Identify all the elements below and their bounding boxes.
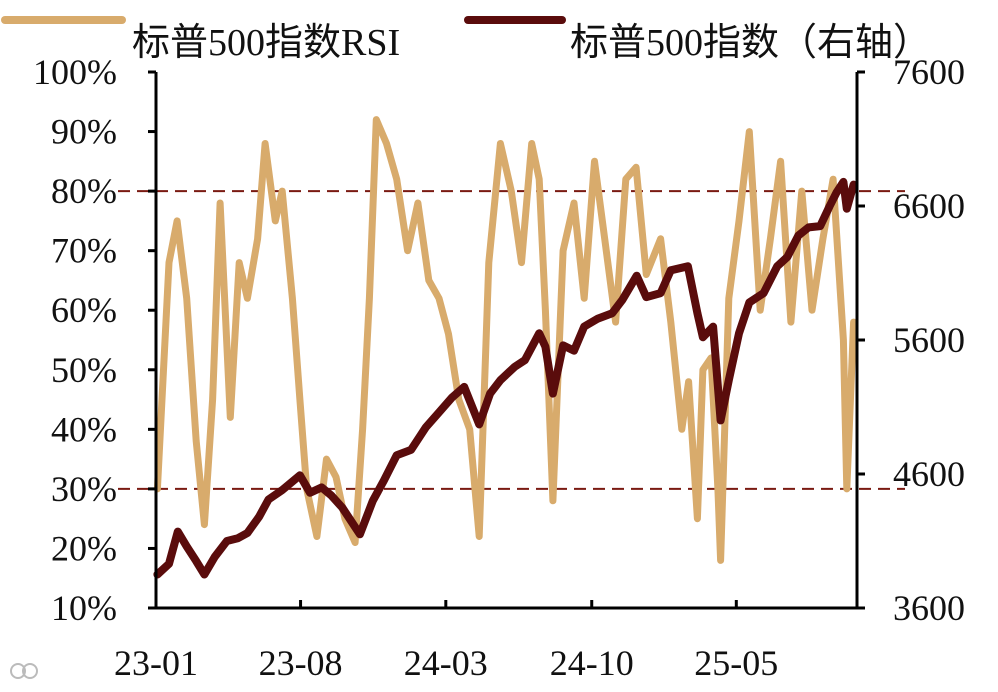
legend-label-rsi: 标普500指数RSI — [132, 22, 400, 64]
right-tick-label-7600: 7600 — [893, 52, 965, 92]
x-tick-label-24-03: 24-03 — [404, 643, 488, 683]
watermark-logo — [10, 663, 38, 679]
left-tick-label-20: 20% — [51, 528, 117, 568]
left-tick-label-50: 50% — [51, 350, 117, 390]
left-tick-label-30: 30% — [51, 469, 117, 509]
right-tick-label-6600: 6600 — [893, 186, 965, 226]
legend: 标普500指数RSI 标普500指数（右轴） — [1, 16, 931, 64]
left-tick-label-40: 40% — [51, 409, 117, 449]
rsi-series-line — [153, 116, 858, 564]
x-tick-label-24-10: 24-10 — [550, 643, 634, 683]
right-tick-label-3600: 3600 — [893, 588, 965, 628]
x-tick-label-23-08: 23-08 — [259, 643, 343, 683]
left-tick-label-10: 10% — [51, 588, 117, 628]
tick-labels: 10% 20% 30% 40% 50% 60% 70% 80% 90% 100% 3600 4600 5… — [33, 52, 965, 683]
left-tick-label-100: 100% — [33, 52, 117, 92]
left-tick-label-70: 70% — [51, 231, 117, 271]
index-series-line — [153, 177, 858, 579]
legend-label-index: 标普500指数（右轴） — [570, 22, 931, 64]
left-tick-label-60: 60% — [51, 290, 117, 330]
left-tick-label-90: 90% — [51, 112, 117, 152]
left-tick-label-80: 80% — [51, 171, 117, 211]
x-tick-label-23-01: 23-01 — [114, 643, 198, 683]
right-tick-label-4600: 4600 — [893, 454, 965, 494]
tick-marks — [148, 70, 865, 610]
series-layer — [153, 116, 858, 579]
right-tick-label-5600: 5600 — [893, 320, 965, 360]
x-tick-label-25-05: 25-05 — [694, 643, 778, 683]
